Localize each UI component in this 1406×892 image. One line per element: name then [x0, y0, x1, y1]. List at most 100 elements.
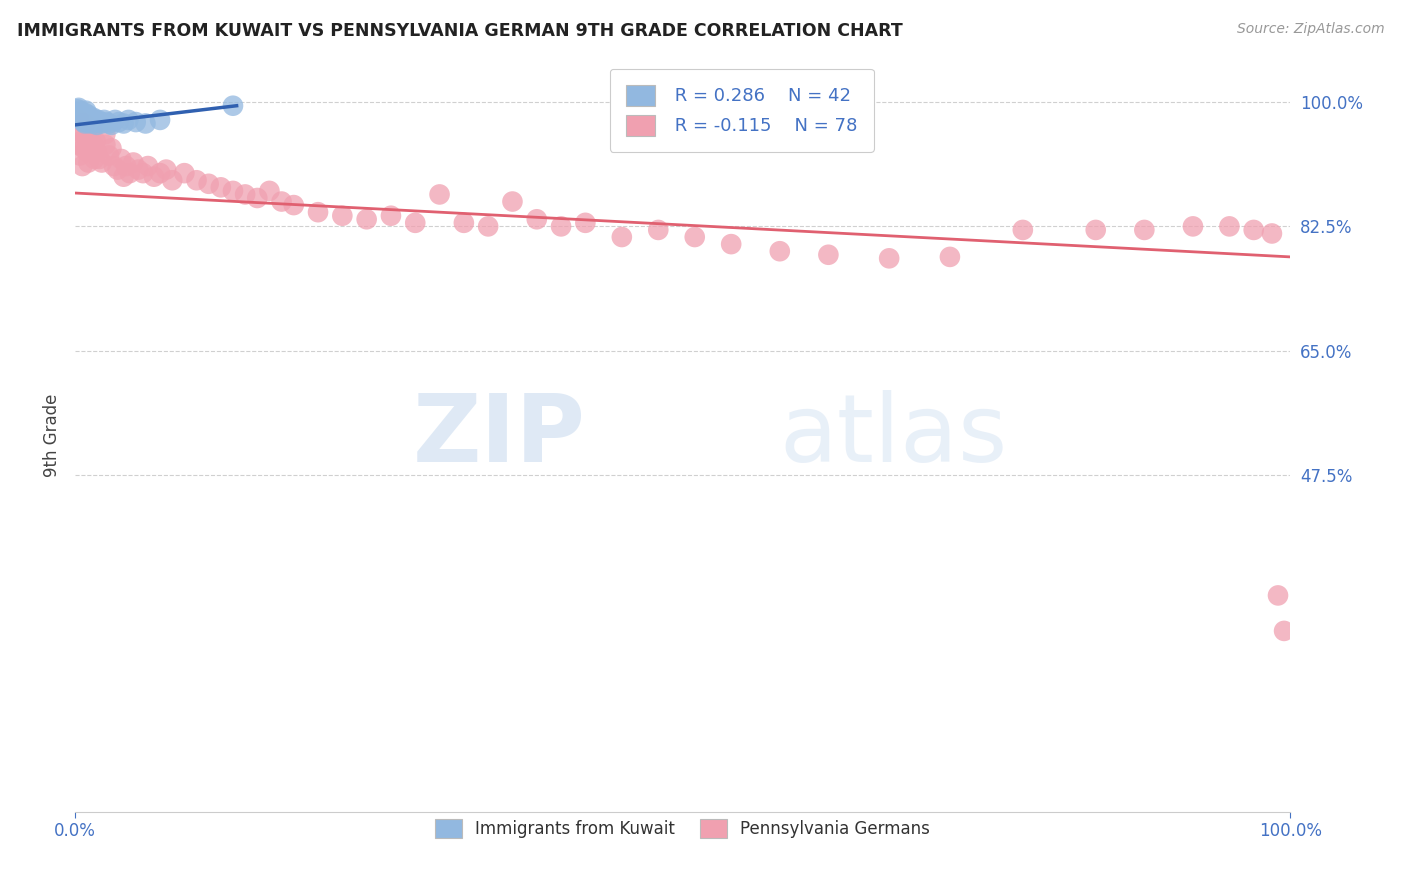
Point: [769, 244, 792, 259]
Point: [330, 209, 353, 223]
Point: [67, 137, 90, 152]
Point: [877, 252, 900, 266]
Point: [80, 112, 103, 127]
Point: [66, 103, 89, 117]
Point: [76, 145, 98, 159]
Point: [98, 148, 121, 162]
Point: [69, 108, 91, 122]
Point: [526, 212, 548, 227]
Point: [125, 115, 148, 129]
Point: [70, 123, 93, 137]
Point: [72, 141, 94, 155]
Point: [574, 216, 596, 230]
Point: [89, 152, 111, 166]
Point: [67, 105, 90, 120]
Point: [104, 112, 127, 127]
Point: [136, 159, 159, 173]
Point: [96, 115, 118, 129]
Point: [197, 177, 219, 191]
Point: [73, 116, 96, 130]
Point: [356, 212, 378, 227]
Point: [110, 152, 132, 166]
Point: [73, 116, 96, 130]
Point: [270, 194, 292, 209]
Point: [720, 237, 742, 252]
Point: [222, 99, 245, 113]
Point: [87, 112, 110, 127]
Point: [550, 219, 572, 234]
Point: [1243, 223, 1265, 237]
Point: [72, 159, 94, 173]
Point: [1133, 223, 1156, 237]
Point: [98, 116, 121, 130]
Point: [67, 112, 90, 127]
Point: [283, 198, 305, 212]
Text: ZIP: ZIP: [412, 390, 585, 482]
Point: [380, 209, 402, 223]
Point: [89, 115, 111, 129]
Point: [118, 166, 141, 180]
Point: [70, 106, 93, 120]
Point: [259, 184, 281, 198]
Point: [143, 169, 166, 184]
Point: [69, 148, 91, 162]
Point: [90, 155, 112, 169]
Point: [72, 112, 94, 127]
Point: [1218, 219, 1240, 234]
Point: [107, 162, 129, 177]
Point: [149, 112, 172, 127]
Point: [72, 108, 94, 122]
Point: [115, 159, 138, 173]
Point: [72, 109, 94, 123]
Point: [149, 166, 172, 180]
Point: [70, 111, 93, 125]
Point: [817, 248, 839, 262]
Point: [127, 162, 149, 177]
Point: [610, 230, 633, 244]
Point: [66, 123, 89, 137]
Point: [1261, 227, 1284, 241]
Point: [112, 116, 135, 130]
Point: [80, 123, 103, 137]
Point: [82, 111, 104, 125]
Point: [86, 118, 108, 132]
Text: IMMIGRANTS FROM KUWAIT VS PENNSYLVANIA GERMAN 9TH GRADE CORRELATION CHART: IMMIGRANTS FROM KUWAIT VS PENNSYLVANIA G…: [17, 22, 903, 40]
Point: [75, 112, 97, 127]
Point: [100, 118, 122, 132]
Point: [77, 108, 100, 122]
Point: [160, 173, 183, 187]
Point: [76, 109, 98, 123]
Point: [86, 145, 108, 159]
Point: [173, 166, 195, 180]
Point: [83, 116, 105, 130]
Point: [246, 191, 269, 205]
Point: [80, 115, 103, 129]
Point: [69, 103, 91, 118]
Point: [75, 103, 97, 118]
Point: [209, 180, 232, 194]
Y-axis label: 9th Grade: 9th Grade: [44, 394, 60, 477]
Point: [1272, 624, 1295, 638]
Point: [186, 173, 208, 187]
Point: [1267, 589, 1289, 603]
Point: [72, 115, 94, 129]
Point: [132, 166, 155, 180]
Point: [67, 101, 90, 115]
Point: [103, 159, 125, 173]
Point: [70, 134, 93, 148]
Point: [100, 141, 122, 155]
Text: Source: ZipAtlas.com: Source: ZipAtlas.com: [1237, 22, 1385, 37]
Point: [683, 230, 706, 244]
Point: [84, 134, 107, 148]
Point: [112, 169, 135, 184]
Point: [939, 250, 962, 264]
Point: [155, 162, 177, 177]
Point: [75, 130, 97, 145]
Point: [73, 105, 96, 120]
Point: [93, 112, 115, 127]
Point: [117, 112, 139, 127]
Point: [80, 141, 103, 155]
Point: [647, 223, 669, 237]
Point: [222, 184, 245, 198]
Point: [233, 187, 256, 202]
